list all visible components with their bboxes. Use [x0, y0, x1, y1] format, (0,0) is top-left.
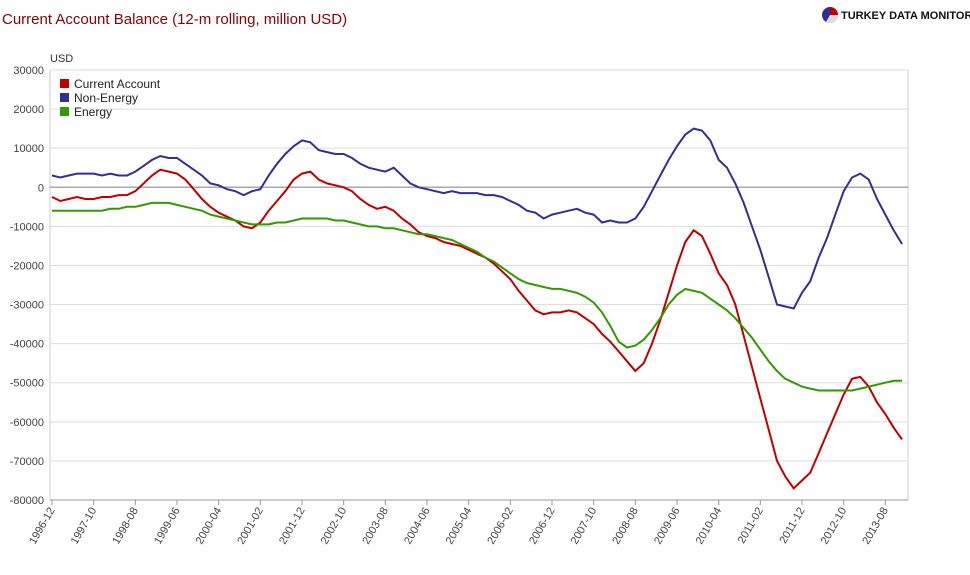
logo: TURKEY DATA MONITOR — [822, 7, 970, 24]
x-tick-label: 1996-12 — [27, 506, 58, 547]
x-tick-label: 1997-10 — [69, 506, 100, 547]
x-tick-label: 2001-12 — [277, 506, 308, 547]
logo-icon-slice — [826, 15, 839, 24]
series-line — [51, 168, 903, 490]
x-tick-label: 2011-02 — [736, 506, 766, 546]
logo-text: TURKEY DATA MONITOR — [841, 10, 970, 22]
legend-label: Current Account — [74, 77, 161, 91]
plot-area — [49, 69, 909, 501]
logo-icon-slice — [830, 7, 838, 15]
y-tick-label: 20000 — [13, 104, 44, 116]
y-tick-label: 10000 — [13, 143, 44, 155]
x-tick-label: 2003-08 — [360, 506, 391, 547]
y-tick-label: -50000 — [10, 378, 44, 390]
legend-swatch — [60, 93, 69, 102]
x-tick-label: 2004-06 — [402, 506, 433, 547]
y-tick-label: -10000 — [10, 221, 44, 233]
y-tick-label: -70000 — [10, 456, 44, 468]
x-tick-label: 2009-06 — [652, 506, 683, 547]
x-tick-label: 1999-06 — [152, 506, 183, 547]
x-tick-label: 2012-10 — [819, 506, 850, 547]
x-tick-label: 2007-10 — [569, 506, 600, 547]
x-tick-label: 2011-12 — [777, 506, 807, 546]
x-tick-label: 2005-04 — [444, 505, 475, 546]
y-tick-label: -80000 — [10, 495, 44, 507]
x-tick-label: 2002-10 — [319, 506, 350, 547]
x-tick-label: 2013-08 — [860, 506, 891, 547]
y-tick-label: -30000 — [10, 300, 44, 312]
legend-swatch — [60, 107, 69, 116]
legend-label: Energy — [74, 105, 112, 119]
y-axis-label: USD — [50, 53, 73, 65]
x-tick-label: 2001-02 — [235, 506, 266, 547]
series-line — [51, 127, 903, 310]
x-tick-label: 2006-02 — [485, 506, 516, 547]
x-tick-label: 2006-12 — [527, 506, 558, 547]
legend-label: Non-Energy — [74, 91, 138, 105]
y-tick-label: -20000 — [10, 260, 44, 272]
legend-swatch — [60, 79, 69, 88]
x-tick-label: 1998-08 — [110, 506, 141, 547]
x-tick-label: 2008-08 — [610, 506, 641, 547]
y-tick-label: 30000 — [13, 65, 44, 77]
x-tick-label: 2000-04 — [194, 506, 225, 547]
y-tick-label: -60000 — [10, 417, 44, 429]
y-tick-label: 0 — [38, 182, 44, 194]
x-tick-label: 2010-04 — [694, 506, 725, 547]
chart-title: Current Account Balance (12-m rolling, m… — [2, 11, 347, 28]
y-tick-label: -40000 — [10, 339, 44, 351]
series-line — [52, 201, 902, 392]
